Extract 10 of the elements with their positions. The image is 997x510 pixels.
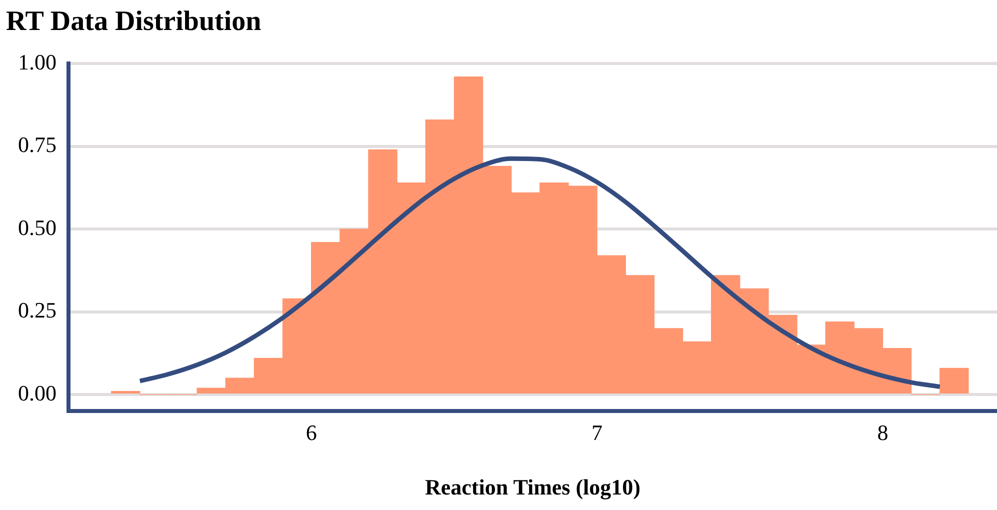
x-tick-label: 8 bbox=[877, 420, 888, 446]
y-tick-label: 0.25 bbox=[18, 298, 56, 323]
y-tick-label: 0.00 bbox=[18, 380, 56, 406]
x-tick-label: 6 bbox=[306, 420, 317, 446]
x-axis-title: Reaction Times (log10) bbox=[425, 474, 640, 500]
y-tick-label: 1.00 bbox=[18, 49, 56, 74]
y-tick-label: 0.50 bbox=[18, 214, 56, 240]
x-tick-label: 7 bbox=[592, 420, 603, 446]
y-tick-label: 0.75 bbox=[18, 132, 56, 158]
chart-title: RT Data Distribution bbox=[6, 6, 262, 38]
